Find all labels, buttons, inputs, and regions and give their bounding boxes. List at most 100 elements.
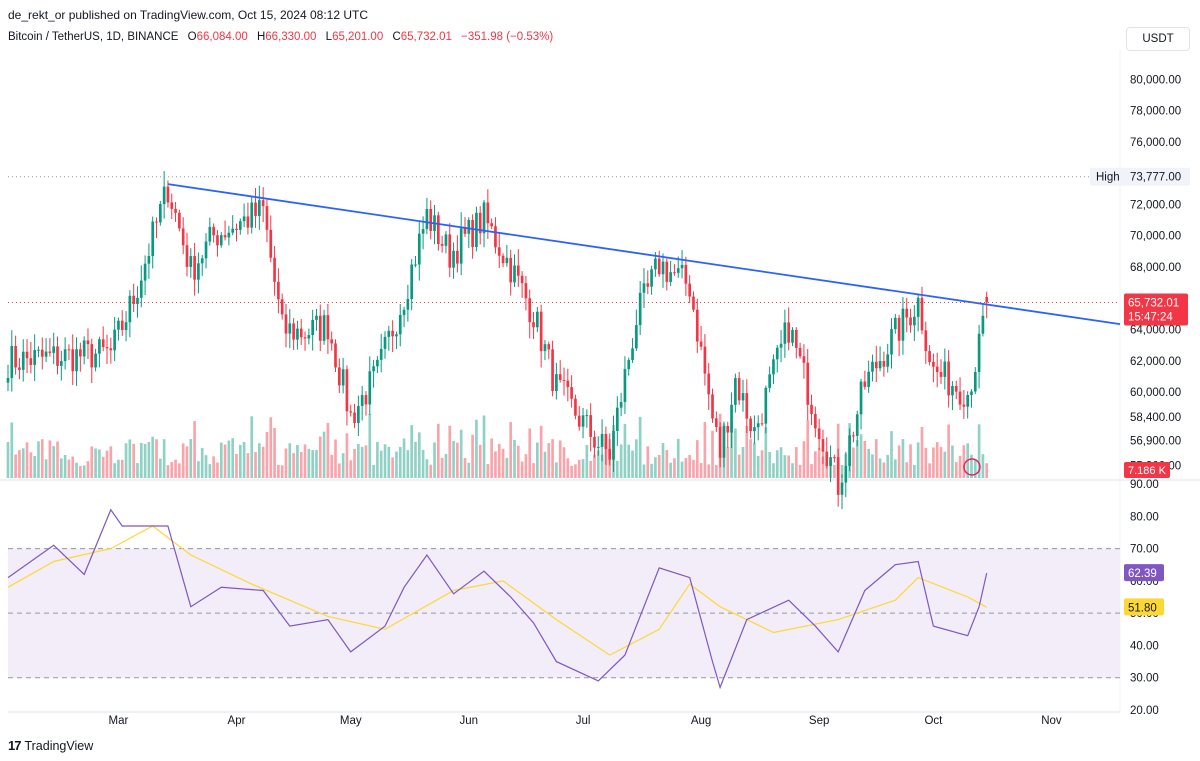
candle [802, 344, 806, 379]
candle [973, 367, 977, 395]
candle-body [429, 208, 433, 231]
candle [608, 433, 612, 466]
currency-button[interactable]: USDT [1126, 27, 1190, 51]
symbol-name[interactable]: Bitcoin / TetherUS, 1D, BINANCE [8, 31, 179, 43]
candle [391, 320, 394, 353]
candle-body [749, 418, 752, 432]
candle [783, 309, 787, 358]
high-label: High [1096, 172, 1120, 184]
candle [661, 253, 665, 288]
volume-bar [684, 458, 688, 478]
candle-body [219, 235, 223, 246]
volume-bar [699, 462, 703, 478]
candle-body [242, 216, 246, 222]
candle [75, 337, 78, 386]
volume-bar [120, 459, 124, 478]
candle-body [699, 341, 703, 347]
footer-brand[interactable]: TradingView [24, 738, 94, 753]
volume-bar [886, 454, 890, 478]
candle [566, 368, 570, 402]
lightning-icon [963, 458, 981, 476]
last-price-box [1124, 293, 1188, 326]
volume-bar [707, 464, 711, 478]
candle [958, 377, 962, 410]
candle-body [250, 202, 254, 228]
candle-body [235, 228, 238, 230]
volume-bar [536, 442, 539, 478]
volume-bar [676, 438, 680, 478]
candle-body [673, 272, 676, 274]
candle-body [726, 426, 730, 433]
candle-body [589, 415, 592, 437]
volume-bar [775, 450, 779, 478]
candle-body [132, 295, 136, 305]
candle-body [254, 202, 257, 217]
candle-body [935, 366, 939, 373]
candle [730, 392, 733, 449]
volume-bar [71, 456, 75, 478]
candle-body [718, 426, 722, 458]
volume-bar [551, 439, 554, 478]
volume-bar [155, 439, 158, 478]
candle [943, 348, 947, 390]
candle [155, 217, 158, 238]
volume-bar [117, 459, 120, 478]
candle [524, 275, 528, 311]
rsi-ma-value-label: 51.80 [1128, 602, 1157, 614]
candle [67, 344, 71, 360]
volume-bar [791, 463, 794, 478]
candle [216, 230, 219, 257]
candle [189, 248, 193, 278]
candle [760, 413, 764, 427]
candle [341, 357, 345, 394]
volume-bar [463, 457, 467, 478]
candle-body [794, 329, 798, 348]
candle-body [349, 411, 353, 413]
candle [478, 206, 482, 245]
volume-bar [341, 453, 345, 478]
volume-bar [6, 442, 10, 478]
low-value: 65,201.00 [332, 31, 384, 43]
candle [619, 392, 623, 417]
candle [372, 359, 375, 388]
candle [612, 415, 615, 473]
candle-body [417, 233, 421, 265]
candle-body [928, 351, 931, 362]
volume-bar [947, 424, 950, 478]
candle-body [570, 387, 573, 399]
volume-bar [33, 455, 36, 478]
candle-body [303, 337, 307, 339]
candle-body [181, 228, 185, 246]
candle [48, 337, 52, 357]
candle [376, 356, 379, 373]
candle-body [79, 349, 82, 357]
volume-bar [756, 455, 760, 478]
candle [642, 268, 646, 309]
price-tick-label: 80,000.00 [1130, 74, 1181, 86]
candle-body [848, 435, 851, 466]
candle-body [513, 265, 516, 283]
rsi-value-box [1124, 564, 1164, 582]
volume-bar [787, 455, 791, 478]
candle [768, 366, 771, 393]
volume-bar [303, 444, 307, 478]
candle [379, 333, 383, 373]
volume-bar [802, 441, 806, 478]
volume-bar [840, 464, 844, 478]
volume-bar [524, 454, 528, 478]
volume-bar [25, 442, 29, 478]
volume-bar [223, 444, 227, 478]
candle-body [970, 391, 973, 396]
candle-body [174, 208, 177, 213]
volume-bar [402, 438, 406, 478]
open-label: O [187, 31, 197, 43]
volume-bar [414, 441, 417, 478]
candle-body [37, 349, 40, 351]
candle-body [341, 369, 345, 386]
candle-body [387, 330, 391, 337]
candle [417, 222, 421, 281]
candle [916, 293, 920, 332]
candle [337, 358, 341, 394]
volume-bar [40, 439, 44, 478]
